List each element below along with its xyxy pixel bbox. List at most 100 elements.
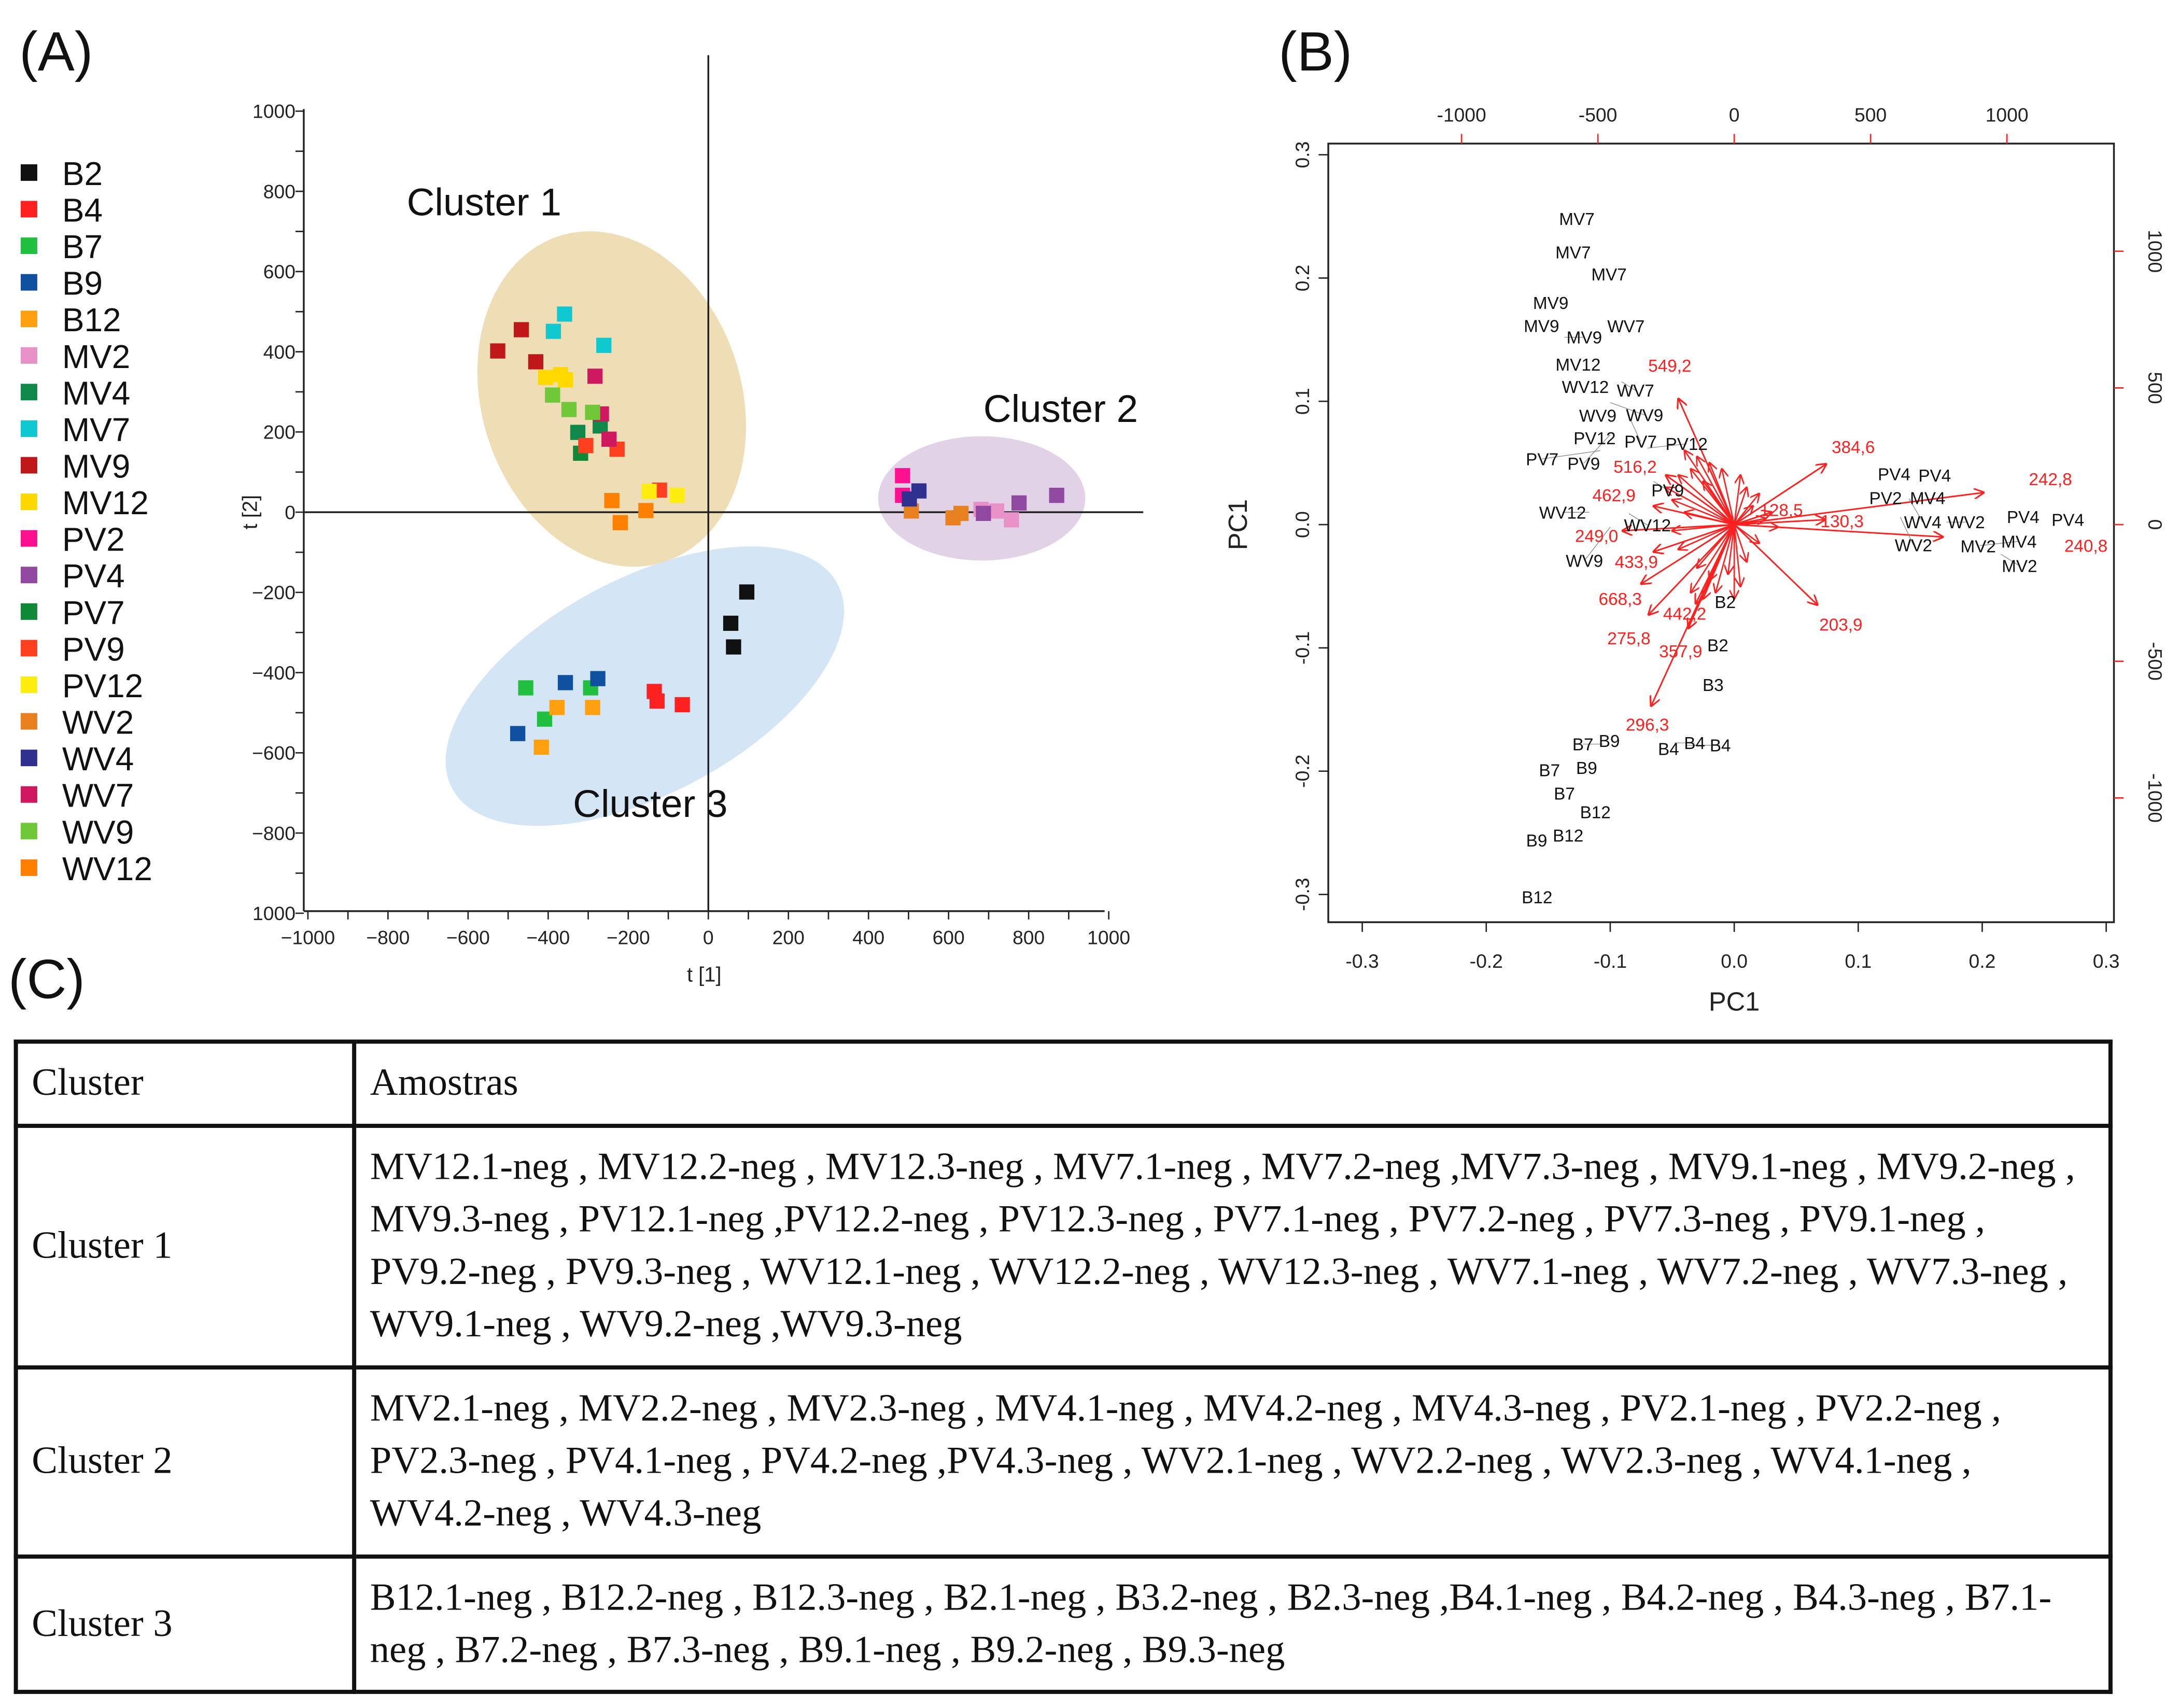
- point-wv4: [902, 491, 917, 507]
- minor-loading-arrow: [1678, 524, 1735, 549]
- x-tick-label: -0.3: [1346, 950, 1379, 972]
- loading-label: 442,2: [1663, 604, 1706, 624]
- table-row: Cluster 2 MV2.1-neg , MV2.2-neg , MV2.3-…: [13, 1365, 2113, 1559]
- y-tick-label: 0.1: [1291, 388, 1313, 415]
- legend-label: WV2: [62, 704, 134, 741]
- axes: -0.3 -0.2 -0.1 0.0 0.1 0.2 0.3 0.3 0.2 0.1 0.0 -0.1…: [1223, 104, 2165, 1016]
- sample-label: B12: [1522, 888, 1552, 907]
- point-b2: [723, 615, 739, 631]
- sample-label: MV9: [1524, 317, 1559, 336]
- loading-arrow: [1649, 524, 1735, 615]
- x-tick-label: -0.2: [1470, 950, 1503, 972]
- x-tick-label: −1000: [281, 927, 335, 949]
- loading-arrow: [1696, 524, 1735, 603]
- loading-arrows: [1623, 399, 1984, 705]
- x-tick-label: 0.2: [1969, 950, 1996, 972]
- cluster-label: Cluster 3: [573, 782, 727, 825]
- right-tick-label: 500: [2144, 372, 2165, 404]
- y-tick-label: 200: [263, 421, 296, 443]
- legend-swatch: [20, 457, 37, 474]
- sample-label: PV12: [1666, 435, 1708, 454]
- legend-swatch: [20, 201, 37, 218]
- legend-swatch: [20, 274, 37, 291]
- point-mv9: [528, 354, 544, 370]
- top-tick-label: -1000: [1437, 104, 1486, 125]
- loading-arrow: [1734, 524, 1943, 537]
- cluster-1-ellipse: [477, 231, 746, 567]
- point-b12: [585, 700, 600, 715]
- y-tick-label: −800: [252, 822, 296, 844]
- point-pv12: [669, 487, 685, 503]
- top-tick-label: 0: [1729, 104, 1740, 125]
- legend-label: PV4: [62, 557, 125, 595]
- point-b7: [518, 680, 533, 696]
- loading-label: 128,5: [1760, 501, 1803, 520]
- loading-arrow: [1678, 399, 1735, 525]
- point-wv12: [638, 503, 654, 518]
- samples-cell: MV12.1-neg , MV12.2-neg , MV12.3-neg , M…: [352, 1123, 2113, 1370]
- right-tick-label: 1000: [2144, 230, 2165, 273]
- sample-label: B4: [1658, 740, 1679, 759]
- minor-loading-arrow: [1703, 482, 1735, 525]
- sample-label: PV2: [1869, 489, 1902, 509]
- sample-label: B2: [1707, 636, 1728, 655]
- legend-swatch: [20, 786, 37, 803]
- point-wv7: [587, 369, 603, 384]
- minor-loading-arrow: [1728, 524, 1735, 574]
- minor-loading-arrow: [1716, 524, 1735, 592]
- point-wv9: [561, 402, 577, 417]
- y-tick-label: 0.0: [1291, 511, 1313, 538]
- x-tick-label: 800: [1013, 927, 1045, 949]
- loading-arrow: [1654, 524, 1735, 552]
- sample-label: PV9: [1567, 455, 1600, 474]
- table-header-row: Cluster Amostras: [13, 1039, 2113, 1128]
- loading-label: 433,9: [1615, 553, 1658, 572]
- point-pv4: [1011, 495, 1027, 511]
- samples-cell: MV2.1-neg , MV2.2-neg , MV2.3-neg , MV4.…: [352, 1365, 2113, 1559]
- x-tick-label: 0: [703, 927, 714, 949]
- x-tick-label: −800: [366, 927, 410, 949]
- sample-label: WV7: [1617, 382, 1654, 401]
- sample-label: PV4: [1878, 465, 1910, 485]
- legend-swatch: [20, 823, 37, 840]
- top-tick-label: 1000: [1986, 104, 2029, 125]
- point-wv9: [545, 387, 560, 403]
- header-samples: Amostras: [352, 1039, 2113, 1128]
- loading-label: 549,2: [1648, 357, 1691, 376]
- point-b4: [674, 697, 690, 713]
- legend-label: MV7: [62, 411, 130, 448]
- minor-loading-arrow: [1691, 524, 1735, 592]
- loading-arrow: [1666, 475, 1735, 526]
- legend-label: MV12: [62, 484, 149, 521]
- table-row: Cluster 1 MV12.1-neg , MV12.2-neg , MV12…: [13, 1123, 2113, 1370]
- cluster-3-ellipse: [445, 546, 844, 826]
- sample-label: MV7: [1591, 265, 1626, 285]
- label-leader-line: [1900, 517, 1914, 545]
- legend-label: PV7: [62, 594, 125, 631]
- loading-label: 668,3: [1598, 590, 1641, 609]
- sample-label: MV4: [1910, 489, 1945, 509]
- y-tick-label: 400: [263, 341, 296, 363]
- x-tick-label: 1000: [1087, 927, 1130, 949]
- sample-label: B12: [1553, 826, 1583, 845]
- loading-label: 249,0: [1575, 527, 1618, 546]
- loading-label: 130,3: [1820, 512, 1863, 531]
- legend-swatch: [20, 567, 37, 584]
- point-mv7: [596, 337, 612, 353]
- sample-label: B9: [1526, 831, 1548, 851]
- x-tick-label: 600: [933, 927, 965, 949]
- legend-swatch: [20, 859, 37, 876]
- label-leader-line: [2001, 554, 2020, 567]
- sample-label: MV7: [1555, 243, 1591, 262]
- x-tick-label: 0.0: [1721, 950, 1748, 972]
- legend-swatch: [20, 493, 37, 511]
- biplot: -0.3 -0.2 -0.1 0.0 0.1 0.2 0.3 0.3 0.2 0.1 0.0 -0.1…: [1223, 104, 2165, 1016]
- sample-label: B7: [1539, 761, 1560, 780]
- loading-arrow: [1734, 524, 1817, 605]
- point-mv7: [545, 323, 561, 339]
- samples-cell: B12.1-neg , B12.2-neg , B12.3-neg , B2.1…: [352, 1554, 2113, 1694]
- y-tick-label: 600: [263, 261, 296, 283]
- legend-label: B4: [62, 191, 103, 229]
- point-pv4: [976, 505, 991, 521]
